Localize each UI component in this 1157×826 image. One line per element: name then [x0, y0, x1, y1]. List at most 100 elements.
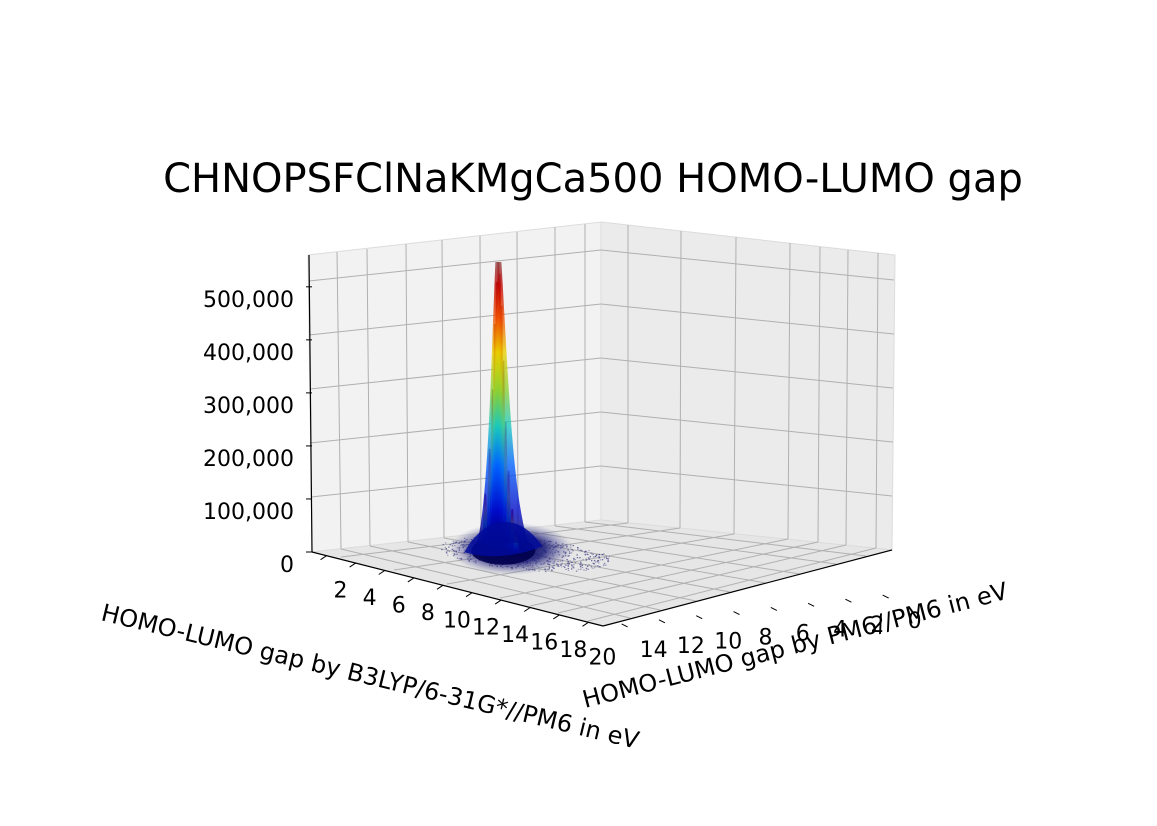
surface-point: [552, 567, 555, 569]
surface-point: [599, 559, 602, 561]
axis-lines: [308, 254, 893, 627]
surface-point: [585, 550, 587, 552]
surface-point: [576, 554, 578, 556]
x-tick-mark: [349, 562, 356, 568]
surface-point: [563, 565, 565, 568]
surface-point: [605, 564, 607, 566]
surface-point: [567, 569, 570, 572]
surface-point: [446, 550, 449, 552]
surface-point: [603, 562, 606, 565]
surface-point: [585, 558, 587, 560]
surface-point: [544, 570, 547, 573]
surface-point: [448, 550, 450, 553]
z-tick-label: 100,000: [203, 500, 294, 525]
surface-point: [594, 561, 597, 563]
x-tick-mark: [378, 570, 386, 575]
surface-point: [590, 565, 592, 567]
y-tick-label: 8: [759, 626, 773, 651]
surface-point: [446, 552, 448, 554]
x-tick-label: 6: [392, 594, 406, 619]
y-tick-mark: [658, 619, 666, 624]
surface-point: [581, 566, 584, 569]
surface-point: [593, 556, 595, 558]
surface-point: [581, 564, 584, 566]
x-tick-label: 14: [501, 623, 529, 648]
surface-point: [605, 556, 608, 558]
surface-point: [585, 559, 588, 561]
surface-point: [587, 568, 589, 570]
surface-point: [569, 560, 572, 562]
y-tick-label: 0: [908, 609, 922, 634]
surface-point: [601, 559, 604, 561]
x-tick-label: 4: [363, 586, 377, 611]
surface-point: [580, 549, 582, 551]
surface-point: [572, 544, 575, 547]
y-tick-label: 6: [796, 621, 810, 646]
y-tick-label: 4: [833, 617, 847, 642]
surface-point: [590, 566, 593, 568]
x-tick-mark: [582, 621, 589, 627]
x-tick-label: 12: [472, 616, 500, 641]
surface-point: [597, 560, 600, 562]
surface-point: [579, 563, 582, 565]
surface-point: [585, 569, 587, 571]
surface-point: [599, 566, 601, 568]
surface-point: [567, 563, 569, 565]
surface-point: [551, 569, 553, 572]
surface-point: [445, 548, 447, 550]
surface-point: [581, 550, 583, 552]
right-pane: [600, 221, 896, 551]
surface-point: [577, 546, 579, 549]
surface-point: [572, 558, 575, 560]
surface-point: [571, 564, 573, 566]
x-tick-mark: [465, 592, 473, 598]
surface-point: [595, 554, 598, 556]
surface-plot: [441, 261, 610, 575]
y-tick-label: 14: [640, 638, 668, 663]
x-tick-mark: [553, 614, 560, 620]
x-tick-mark: [494, 599, 502, 605]
chart-title: CHNOPSFClNaKMgCa500 HOMO-LUMO gap: [163, 156, 1023, 202]
surface-point: [585, 559, 588, 562]
surface-point: [579, 566, 582, 568]
surface-point: [567, 560, 569, 562]
surface-point: [572, 550, 574, 552]
z-axis-ticks: 0 100,000 200,000 300,000 400,000 500,000: [203, 286, 312, 578]
z-tick-label: 500,000: [203, 288, 294, 313]
surface-point: [598, 554, 600, 556]
surface-point: [596, 561, 599, 563]
surface-point: [598, 557, 600, 559]
surface-point: [598, 562, 600, 564]
surface-point: [571, 566, 573, 568]
surface-point: [593, 567, 596, 569]
y-tick-mark: [770, 606, 778, 611]
surface-point: [573, 567, 575, 569]
surface-point: [568, 563, 571, 565]
surface-point: [593, 559, 596, 562]
surface-point: [441, 548, 443, 551]
surface-point: [570, 568, 573, 570]
surface-point: [591, 567, 594, 569]
surface-point: [577, 568, 580, 571]
surface-point: [580, 562, 582, 564]
surface-point: [444, 546, 447, 549]
z-tick-label: 200,000: [203, 447, 294, 472]
surface-point: [587, 553, 590, 556]
surface-point: [572, 566, 575, 568]
surface-point: [573, 559, 575, 561]
surface-point: [594, 555, 597, 558]
surface-point: [597, 565, 599, 567]
y-tick-mark: [882, 594, 889, 599]
surface-point: [579, 549, 581, 552]
surface-point: [551, 569, 553, 571]
x-tick-label: 2: [334, 579, 348, 604]
surface-point: [588, 557, 590, 559]
surface-point: [574, 562, 576, 564]
surface-point: [588, 549, 590, 552]
surface-point: [606, 557, 608, 560]
surface-point: [567, 561, 570, 563]
surface-point: [584, 553, 586, 555]
surface-point: [567, 562, 569, 564]
surface-point: [581, 564, 583, 566]
